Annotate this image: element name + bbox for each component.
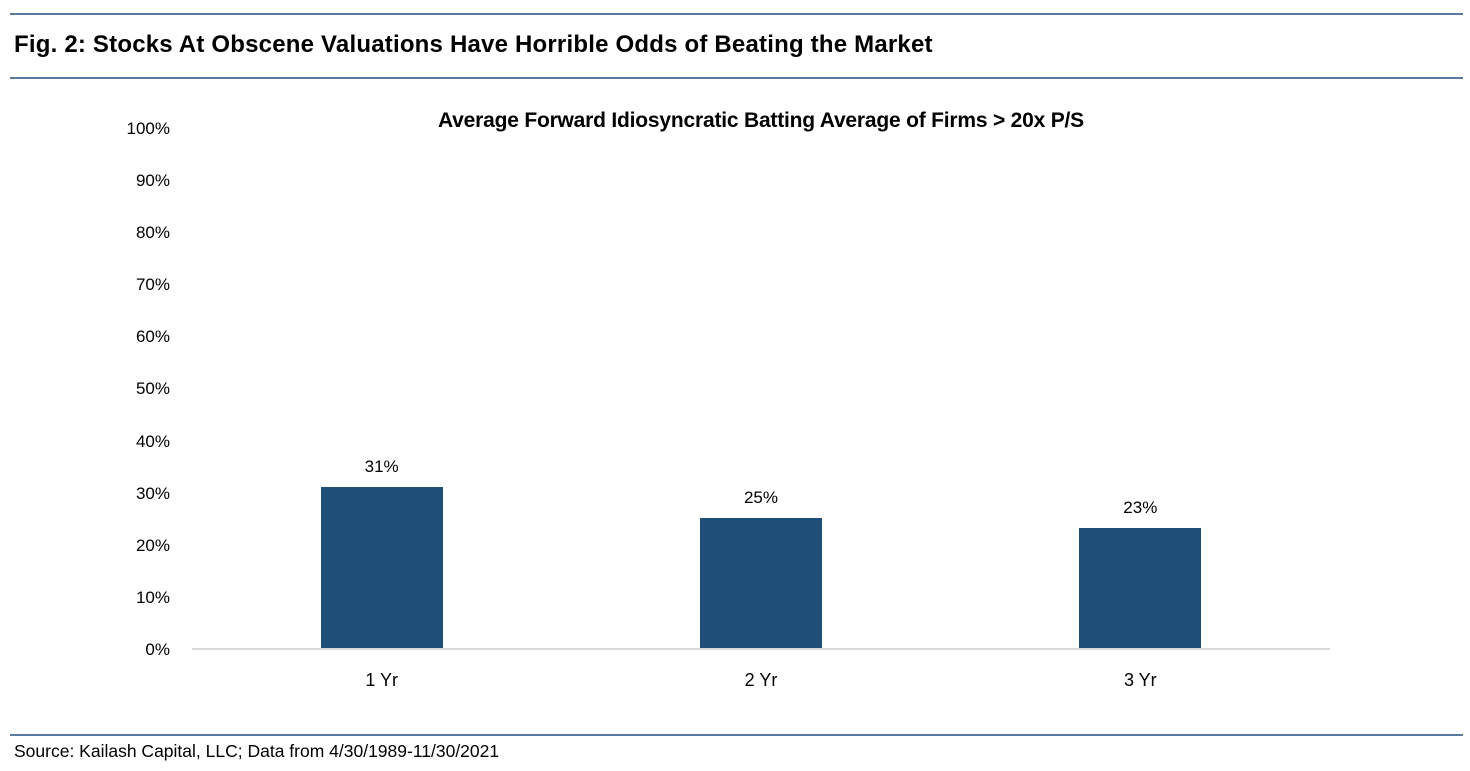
y-tick-label: 80% xyxy=(135,223,170,243)
y-tick-label: 20% xyxy=(135,535,170,555)
y-tick-label: 10% xyxy=(135,587,170,607)
bar-1yr xyxy=(320,487,443,648)
y-axis: 100% 90% 80% 70% 60% 50% 40% 30% 20% 10%… xyxy=(70,118,170,660)
y-tick-label: 50% xyxy=(135,379,170,399)
bar-value-label-1yr: 31% xyxy=(364,457,399,476)
figure-title: Fig. 2: Stocks At Obscene Valuations Hav… xyxy=(14,31,933,58)
source-note: Source: Kailash Capital, LLC; Data from … xyxy=(14,741,500,761)
chart-title: Average Forward Idiosyncratic Batting Av… xyxy=(437,109,1084,132)
y-tick-label: 70% xyxy=(135,275,170,295)
x-axis: 1 Yr 2 Yr 3 Yr xyxy=(192,670,1330,691)
bar-group-3yr: 23% xyxy=(951,130,1330,648)
source-divider xyxy=(10,734,1463,736)
bar-2yr xyxy=(699,518,822,648)
x-category-label-3yr: 3 Yr xyxy=(1123,670,1157,690)
x-category-label-1yr: 1 Yr xyxy=(365,670,398,690)
y-tick-label: 60% xyxy=(135,327,170,347)
plot-area: 31% 25% 23% xyxy=(192,130,1330,650)
y-tick-label: 90% xyxy=(135,171,170,191)
y-tick-label: 0% xyxy=(145,639,170,659)
bar-value-label-3yr: 23% xyxy=(1123,498,1158,517)
top-divider xyxy=(10,13,1463,15)
bar-group-2yr: 25% xyxy=(571,130,950,648)
x-category-label-2yr: 2 Yr xyxy=(744,670,778,690)
bar-3yr xyxy=(1079,528,1202,648)
title-divider xyxy=(10,77,1463,79)
y-tick-label: 40% xyxy=(135,431,170,451)
y-tick-label: 100% xyxy=(126,119,170,138)
bar-value-label-2yr: 25% xyxy=(743,488,778,507)
bar-group-1yr: 31% xyxy=(192,130,571,648)
y-tick-label: 30% xyxy=(135,483,170,503)
